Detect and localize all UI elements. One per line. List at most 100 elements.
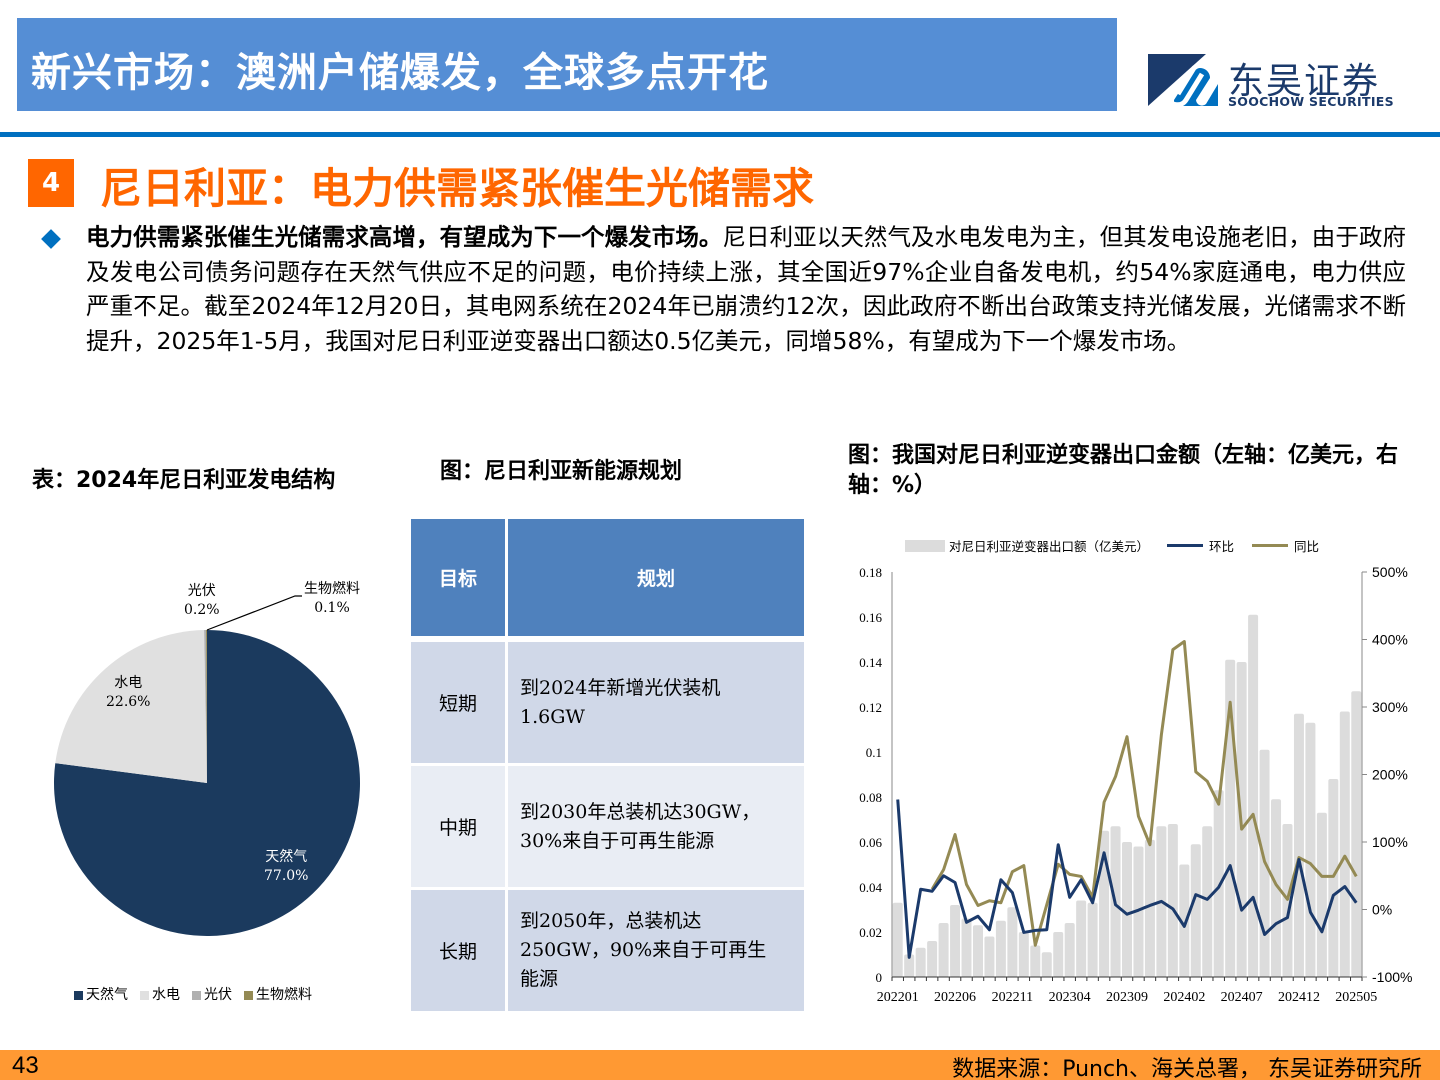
export-bar <box>1202 826 1213 977</box>
svg-text:202402: 202402 <box>1163 990 1205 1005</box>
pie-label-biofuel: 生物燃料 0.1% <box>304 581 360 616</box>
export-bar <box>1076 900 1087 977</box>
yoy-line <box>930 640 1358 947</box>
page-number: 43 <box>12 1052 39 1079</box>
svg-text:202201: 202201 <box>877 990 919 1005</box>
top-banner: 新兴市场：澳洲户储爆发，全球多点开花 <box>17 18 1117 111</box>
section-number-badge: 4 <box>28 159 74 207</box>
svg-text:0%: 0% <box>1372 902 1392 918</box>
export-bar <box>1316 812 1327 977</box>
export-bar <box>950 905 961 977</box>
pie-label-gas: 天然气 77.0% <box>264 849 309 884</box>
svg-text:202309: 202309 <box>1106 990 1148 1005</box>
table-row: 中期 到2030年总装机达30GW， 30%来自于可再生能源 <box>411 766 804 890</box>
pie-chart-svg <box>54 595 360 936</box>
export-bar <box>1064 923 1075 977</box>
plan-cell: 到2030年总装机达30GW， 30%来自于可再生能源 <box>508 766 804 890</box>
pie-label-solar: 光伏 0.2% <box>184 583 220 618</box>
svg-text:-100%: -100% <box>1372 969 1412 985</box>
energy-plan-table: 目标 规划 短期 到2024年新增光伏装机 1.6GW 中期 到2030年总装机达… <box>411 519 804 1014</box>
plan-cell: 到2024年新增光伏装机 1.6GW <box>508 642 804 766</box>
header-divider <box>0 132 1440 137</box>
legend-item-gas: 天然气 <box>74 984 128 1004</box>
export-bar <box>1339 711 1350 977</box>
legend-swatch-mom <box>1167 544 1204 547</box>
svg-text:202407: 202407 <box>1221 990 1263 1005</box>
export-bar <box>1213 790 1224 977</box>
svg-text:0.1: 0.1 <box>866 745 882 760</box>
table-header-row: 目标 规划 <box>411 519 804 642</box>
table-header-target: 目标 <box>411 519 508 642</box>
term-cell: 短期 <box>411 642 508 766</box>
export-bar <box>1087 902 1098 977</box>
export-bar <box>984 936 995 977</box>
export-bar <box>1351 691 1362 977</box>
pie-slice <box>55 630 207 783</box>
legend-swatch-bar <box>905 539 945 552</box>
logo-english-name: SOOCHOW SECURITIES <box>1228 94 1394 109</box>
combo-legend: 对尼日利亚逆变器出口额（亿美元） 环比 同比 <box>905 536 1319 555</box>
svg-text:0.02: 0.02 <box>859 925 882 940</box>
export-bar <box>938 923 949 977</box>
pie-slice <box>204 630 207 783</box>
pie-slice <box>54 630 360 936</box>
footer-bar: 43 数据来源：Punch、海关总署， 东吴证券研究所 <box>0 1050 1440 1080</box>
table-row: 短期 到2024年新增光伏装机 1.6GW <box>411 642 804 766</box>
soochow-logo: 东吴证券 SOOCHOW SECURITIES <box>1148 52 1408 112</box>
export-bar <box>1179 864 1190 977</box>
svg-text:202505: 202505 <box>1335 990 1377 1005</box>
legend-label-mom: 环比 <box>1209 539 1235 554</box>
data-source: 数据来源：Punch、海关总署， 东吴证券研究所 <box>952 1057 1422 1080</box>
svg-text:202211: 202211 <box>992 990 1033 1005</box>
export-bar <box>892 902 903 977</box>
paragraph-text: 尼日利亚以天然气及水电发电为主，但其发电设施老旧，由于政府及发电公司债务问题存在… <box>86 223 1407 355</box>
export-bar <box>1041 952 1052 977</box>
export-bar <box>1248 614 1259 977</box>
svg-text:200%: 200% <box>1372 767 1408 783</box>
legend-item-hydro: 水电 <box>140 984 180 1004</box>
export-bar <box>1030 945 1041 977</box>
legend-item-solar: 光伏 <box>192 984 232 1004</box>
pie-label-hydro: 水电 22.6% <box>106 675 151 710</box>
export-bar <box>915 947 926 977</box>
pie-slice <box>206 630 207 783</box>
diamond-bullet-icon <box>41 229 61 249</box>
table-header-plan: 规划 <box>508 519 804 642</box>
svg-text:0.12: 0.12 <box>859 700 882 715</box>
table-row: 长期 到2050年，总装机达 250GW，90%来自于可再生 能源 <box>411 890 804 1014</box>
svg-text:202412: 202412 <box>1278 990 1320 1005</box>
paragraph-lead: 电力供需紧张催生光储需求高增，有望成为下一个爆发市场。 <box>86 223 723 251</box>
export-bar <box>1053 932 1064 977</box>
plan-cell: 到2050年，总装机达 250GW，90%来自于可再生 能源 <box>508 890 804 1014</box>
export-bar <box>1007 907 1018 977</box>
export-bar <box>904 954 915 977</box>
table-caption: 图：尼日利亚新能源规划 <box>440 459 683 484</box>
export-bar <box>1018 932 1029 977</box>
soochow-logo-icon <box>1148 54 1218 106</box>
export-bar <box>1328 779 1339 977</box>
svg-text:0.04: 0.04 <box>859 880 882 895</box>
combo-chart-caption: 图：我国对尼日利亚逆变器出口金额（左轴：亿美元，右轴：%） <box>848 443 1399 498</box>
legend-item-biofuel: 生物燃料 <box>244 984 312 1004</box>
export-bar <box>995 920 1006 977</box>
svg-text:0: 0 <box>876 970 883 985</box>
legend-label-yoy: 同比 <box>1294 539 1320 554</box>
mom-line <box>896 799 1358 959</box>
pie-caption: 表：2024年尼日利亚发电结构 <box>32 468 336 493</box>
svg-text:0.14: 0.14 <box>859 655 882 670</box>
export-bar <box>1293 713 1304 977</box>
legend-label-export: 对尼日利亚逆变器出口额（亿美元） <box>949 539 1150 554</box>
export-bar <box>1122 842 1132 977</box>
export-bar <box>1305 722 1316 977</box>
generation-pie-chart: 光伏 0.2% 生物燃料 0.1% 水电 22.6% 天然气 77.0% 天然气 水电 … <box>40 560 390 1020</box>
export-bar <box>1167 824 1178 977</box>
svg-text:202304: 202304 <box>1049 990 1091 1005</box>
combo-chart-svg: 0 0.02 0.04 0.06 0.08 0.1 0.12 0.14 0.16 0.18 -100… <box>859 564 1412 1005</box>
svg-text:0.16: 0.16 <box>859 610 882 625</box>
export-bar <box>1271 799 1282 977</box>
export-bar <box>972 925 983 977</box>
term-cell: 长期 <box>411 890 508 1014</box>
term-cell: 中期 <box>411 766 508 890</box>
export-bar <box>1144 839 1155 977</box>
svg-text:500%: 500% <box>1372 564 1408 580</box>
